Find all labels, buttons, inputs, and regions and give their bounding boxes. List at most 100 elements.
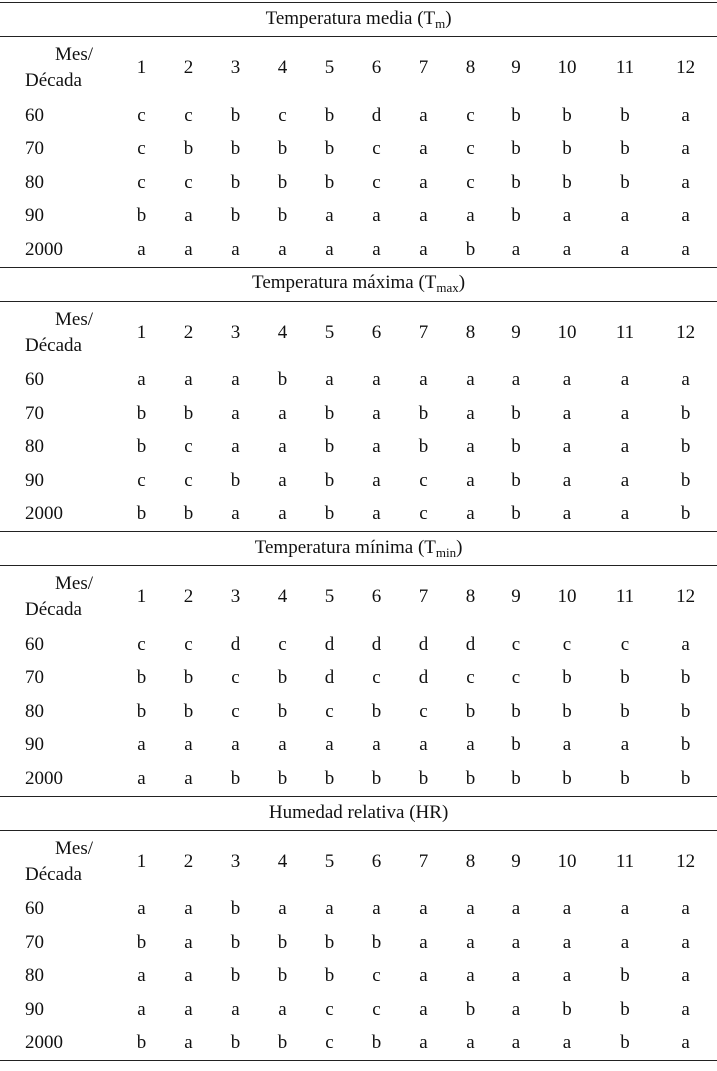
cell: a: [681, 931, 690, 953]
cell: a: [466, 898, 475, 920]
cell: a: [231, 436, 240, 458]
cell: a: [278, 734, 287, 756]
month-header: 10: [557, 57, 577, 78]
month-header: 1: [136, 321, 147, 343]
month-header: 4: [277, 57, 288, 78]
month-header: 9: [511, 850, 521, 872]
cell: a: [620, 931, 630, 953]
month-header: 10: [557, 850, 577, 872]
header-label: Mes/Década: [0, 301, 118, 364]
cell: b: [324, 138, 335, 160]
cell: b: [136, 205, 147, 227]
month-header: 11: [615, 321, 635, 343]
cell: d: [418, 667, 429, 689]
month-header: 7: [418, 57, 429, 78]
cell: c: [231, 667, 240, 689]
month-header: 9: [511, 57, 521, 78]
cell: b: [465, 700, 476, 722]
month-header: 7: [418, 850, 429, 872]
cell: b: [511, 700, 521, 722]
cell: a: [562, 238, 572, 260]
cell: a: [372, 898, 381, 920]
row-label: 70: [25, 667, 44, 689]
cell: b: [230, 767, 241, 789]
cell: a: [681, 965, 690, 987]
cell: c: [419, 469, 428, 491]
header-line: Mes/: [55, 308, 93, 330]
cell: b: [183, 700, 194, 722]
month-header: 10: [557, 321, 577, 343]
title-text: Temperatura media (T: [265, 7, 436, 29]
data-row: 80 c c b b b c a c b b b a: [0, 166, 717, 200]
cell: c: [511, 667, 521, 689]
cell: b: [620, 171, 630, 193]
cell: a: [466, 965, 475, 987]
cell: b: [680, 700, 691, 722]
cell: b: [230, 931, 241, 953]
data-row: 2000 b a b b c b a a a a b a: [0, 1026, 717, 1061]
cell: b: [230, 469, 241, 491]
month-header: 8: [465, 586, 476, 607]
cell: a: [278, 238, 287, 260]
cell: a: [184, 238, 193, 260]
cell: a: [184, 965, 193, 987]
cell: a: [419, 734, 428, 756]
cell: a: [231, 503, 240, 525]
cell: a: [466, 402, 475, 424]
row-label: 60: [25, 633, 44, 655]
cell: b: [680, 469, 691, 491]
data-row: 60 c c d c d d d d c c c a: [0, 628, 717, 662]
cell: b: [277, 171, 288, 193]
month-header: 12: [676, 850, 696, 872]
cell: b: [136, 700, 147, 722]
cell: a: [231, 998, 240, 1020]
row-label: 70: [25, 138, 44, 160]
cell: c: [562, 633, 572, 655]
cell: c: [306, 1026, 353, 1061]
cell: a: [325, 369, 334, 391]
row-label: 70: [25, 931, 44, 953]
cell: b: [230, 898, 241, 920]
cell: b: [259, 1026, 306, 1061]
cell: c: [372, 171, 381, 193]
cell: a: [278, 503, 287, 525]
month-header: 11: [615, 850, 635, 872]
month-header: 1: [136, 850, 147, 872]
data-row: 2000 a a a a a a a b a a a a: [0, 233, 717, 267]
cell: c: [466, 104, 475, 126]
cell: a: [184, 734, 193, 756]
cell: b: [324, 469, 335, 491]
cell: b: [183, 402, 194, 424]
row-label: 80: [25, 436, 44, 458]
cell: a: [654, 1026, 717, 1061]
month-header: 2: [183, 57, 194, 78]
cell: a: [165, 1026, 212, 1061]
cell: b: [324, 767, 335, 789]
section-title-row: Temperatura máxima (Tmax): [0, 266, 717, 302]
cell: d: [465, 633, 476, 655]
header-row: Mes/Década 1 2 3 4 5 6 7 8 9 10 11 12: [0, 830, 717, 893]
cell: a: [620, 469, 630, 491]
title-subscript: min: [435, 544, 457, 560]
cell: a: [511, 238, 521, 260]
row-label: 80: [25, 700, 44, 722]
cell: a: [562, 369, 572, 391]
month-header: 10: [557, 586, 577, 607]
cell: a: [325, 205, 334, 227]
month-header: 7: [418, 586, 429, 607]
cell: b: [680, 734, 691, 756]
month-header: 3: [230, 321, 241, 343]
cell: a: [466, 931, 475, 953]
cell: a: [137, 998, 146, 1020]
cell: b: [680, 436, 691, 458]
section-title: Humedad relativa (HR): [0, 795, 717, 831]
cell: a: [137, 369, 146, 391]
cell: b: [562, 767, 572, 789]
cell: d: [371, 104, 382, 126]
cell: a: [419, 171, 428, 193]
header-line: Mes/: [55, 837, 93, 859]
cell: b: [680, 667, 691, 689]
month-header: 8: [465, 57, 476, 78]
header-row: Mes/Década 1 2 3 4 5 6 7 8 9 10 11 12: [0, 37, 717, 100]
